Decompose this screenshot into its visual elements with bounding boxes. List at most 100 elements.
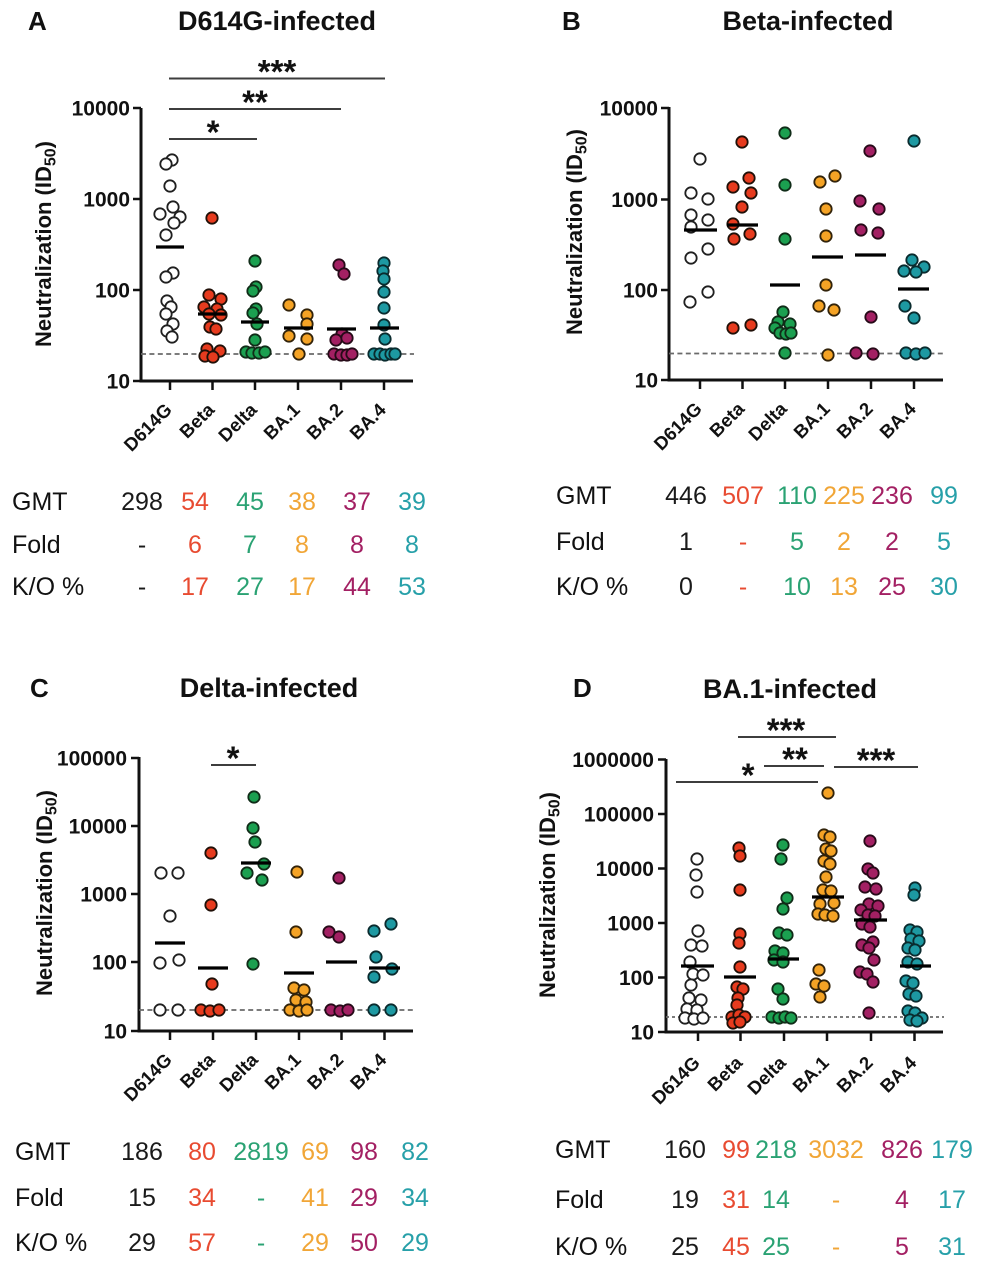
svg-text:25: 25 <box>671 1233 699 1261</box>
svg-text:19: 19 <box>671 1186 699 1214</box>
svg-text:Fold: Fold <box>12 531 61 559</box>
svg-text:1000: 1000 <box>611 189 658 212</box>
svg-text:1000: 1000 <box>80 884 127 907</box>
svg-text:160: 160 <box>664 1136 706 1164</box>
svg-text:2: 2 <box>837 528 851 556</box>
svg-text:*: * <box>742 757 755 794</box>
svg-text:25: 25 <box>762 1233 790 1261</box>
svg-text:10000: 10000 <box>596 858 654 881</box>
svg-text:50: 50 <box>350 1229 378 1257</box>
svg-text:BA.1-infected: BA.1-infected <box>703 674 877 704</box>
svg-text:10: 10 <box>631 1022 654 1045</box>
svg-text:29: 29 <box>350 1184 378 1212</box>
svg-text:100: 100 <box>92 952 127 975</box>
svg-text:100: 100 <box>95 280 130 303</box>
svg-text:100000: 100000 <box>584 804 654 827</box>
svg-text:27: 27 <box>236 573 264 601</box>
svg-text:8: 8 <box>295 531 309 559</box>
svg-text:10: 10 <box>783 573 811 601</box>
svg-text:6: 6 <box>188 531 202 559</box>
svg-text:2819: 2819 <box>233 1138 289 1166</box>
svg-text:69: 69 <box>301 1138 329 1166</box>
svg-text:Neutralization (ID50): Neutralization (ID50) <box>31 141 60 347</box>
svg-text:54: 54 <box>181 488 209 516</box>
svg-text:Beta-infected: Beta-infected <box>722 6 893 36</box>
svg-text:225: 225 <box>823 482 865 510</box>
svg-text:25: 25 <box>878 573 906 601</box>
svg-text:30: 30 <box>930 573 958 601</box>
svg-text:10: 10 <box>635 370 658 393</box>
svg-text:GMT: GMT <box>12 488 68 516</box>
svg-text:K/O %: K/O % <box>555 1233 627 1261</box>
svg-text:34: 34 <box>401 1184 429 1212</box>
svg-text:**: ** <box>782 741 808 778</box>
svg-text:K/O %: K/O % <box>12 573 84 601</box>
svg-text:GMT: GMT <box>556 482 612 510</box>
svg-text:39: 39 <box>398 488 426 516</box>
svg-text:99: 99 <box>722 1136 750 1164</box>
svg-text:10000: 10000 <box>69 816 127 839</box>
svg-text:4: 4 <box>895 1186 909 1214</box>
svg-text:8: 8 <box>350 531 364 559</box>
svg-text:-: - <box>257 1184 265 1212</box>
svg-text:10: 10 <box>104 1021 127 1044</box>
svg-text:-: - <box>832 1233 840 1261</box>
svg-text:45: 45 <box>722 1233 750 1261</box>
svg-text:100000: 100000 <box>57 748 127 771</box>
svg-text:186: 186 <box>121 1138 163 1166</box>
svg-text:GMT: GMT <box>555 1136 611 1164</box>
svg-text:Fold: Fold <box>15 1184 64 1212</box>
svg-text:Delta-infected: Delta-infected <box>180 673 359 703</box>
svg-text:***: *** <box>767 712 806 749</box>
svg-text:K/O %: K/O % <box>556 573 628 601</box>
svg-text:100: 100 <box>623 280 658 303</box>
svg-text:37: 37 <box>343 488 371 516</box>
svg-text:218: 218 <box>755 1136 797 1164</box>
svg-text:-: - <box>257 1229 265 1257</box>
svg-text:7: 7 <box>243 531 257 559</box>
svg-text:K/O %: K/O % <box>15 1229 87 1257</box>
svg-text:57: 57 <box>188 1229 216 1257</box>
svg-text:-: - <box>739 528 747 556</box>
svg-text:34: 34 <box>188 1184 216 1212</box>
svg-text:Neutralization (ID50): Neutralization (ID50) <box>32 790 61 996</box>
svg-text:GMT: GMT <box>15 1138 71 1166</box>
svg-text:507: 507 <box>722 482 764 510</box>
svg-text:Neutralization (ID50): Neutralization (ID50) <box>562 129 591 335</box>
svg-text:446: 446 <box>665 482 707 510</box>
svg-text:1: 1 <box>679 528 693 556</box>
svg-text:14: 14 <box>762 1186 790 1214</box>
svg-text:236: 236 <box>871 482 913 510</box>
svg-text:D614G-infected: D614G-infected <box>178 6 376 36</box>
svg-text:99: 99 <box>930 482 958 510</box>
svg-text:10000: 10000 <box>600 98 658 121</box>
svg-text:1000: 1000 <box>83 189 130 212</box>
svg-text:0: 0 <box>679 573 693 601</box>
svg-text:80: 80 <box>188 1138 216 1166</box>
svg-text:31: 31 <box>938 1233 966 1261</box>
svg-text:82: 82 <box>401 1138 429 1166</box>
svg-text:29: 29 <box>301 1229 329 1257</box>
svg-text:5: 5 <box>790 528 804 556</box>
svg-text:1000: 1000 <box>607 913 654 936</box>
svg-text:38: 38 <box>288 488 316 516</box>
svg-text:Neutralization (ID50): Neutralization (ID50) <box>535 792 564 998</box>
svg-text:17: 17 <box>181 573 209 601</box>
svg-text:31: 31 <box>722 1186 750 1214</box>
svg-text:-: - <box>832 1186 840 1214</box>
svg-text:Fold: Fold <box>556 528 605 556</box>
svg-text:*: * <box>227 740 240 777</box>
svg-text:100: 100 <box>619 967 654 990</box>
svg-text:41: 41 <box>301 1184 329 1212</box>
svg-text:C: C <box>30 673 49 703</box>
svg-text:45: 45 <box>236 488 264 516</box>
svg-text:298: 298 <box>121 488 163 516</box>
svg-text:29: 29 <box>401 1229 429 1257</box>
svg-text:5: 5 <box>937 528 951 556</box>
svg-text:17: 17 <box>938 1186 966 1214</box>
svg-text:10: 10 <box>107 371 130 394</box>
svg-text:-: - <box>138 573 146 601</box>
svg-text:13: 13 <box>830 573 858 601</box>
svg-text:826: 826 <box>881 1136 923 1164</box>
svg-text:29: 29 <box>128 1229 156 1257</box>
